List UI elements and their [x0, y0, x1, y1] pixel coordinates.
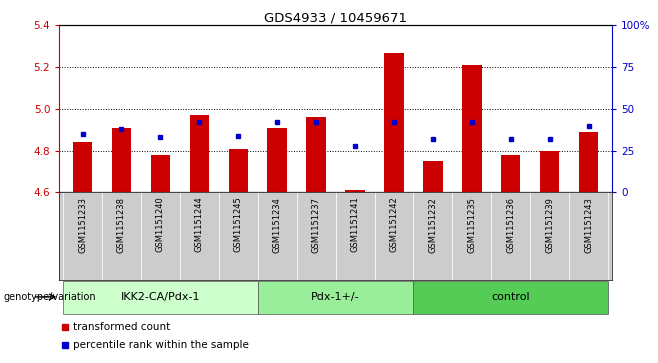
- Bar: [540, 151, 559, 192]
- Text: GSM1151240: GSM1151240: [156, 197, 165, 253]
- Bar: [112, 128, 131, 192]
- Bar: [492, 192, 530, 280]
- Text: percentile rank within the sample: percentile rank within the sample: [73, 339, 249, 350]
- Text: GSM1151239: GSM1151239: [545, 197, 554, 253]
- Text: GSM1151238: GSM1151238: [117, 197, 126, 253]
- FancyBboxPatch shape: [63, 281, 258, 314]
- Bar: [336, 192, 374, 280]
- Bar: [384, 53, 404, 192]
- Bar: [579, 132, 598, 192]
- Bar: [102, 192, 141, 280]
- Bar: [413, 192, 452, 280]
- Bar: [73, 142, 92, 192]
- Text: GSM1151233: GSM1151233: [78, 197, 87, 253]
- Bar: [258, 192, 297, 280]
- Bar: [228, 148, 248, 192]
- Bar: [63, 192, 102, 280]
- Bar: [345, 190, 365, 192]
- Bar: [462, 65, 482, 192]
- Text: IKK2-CA/Pdx-1: IKK2-CA/Pdx-1: [120, 292, 200, 302]
- Text: GSM1151232: GSM1151232: [428, 197, 438, 253]
- Text: control: control: [492, 292, 530, 302]
- Text: GSM1151234: GSM1151234: [272, 197, 282, 253]
- Bar: [501, 155, 520, 192]
- Text: GSM1151237: GSM1151237: [312, 197, 320, 253]
- Bar: [141, 192, 180, 280]
- Title: GDS4933 / 10459671: GDS4933 / 10459671: [264, 11, 407, 24]
- Text: GSM1151245: GSM1151245: [234, 197, 243, 253]
- Bar: [297, 192, 336, 280]
- Text: GSM1151241: GSM1151241: [351, 197, 359, 253]
- Text: GSM1151244: GSM1151244: [195, 197, 204, 253]
- FancyBboxPatch shape: [413, 281, 608, 314]
- Text: GSM1151243: GSM1151243: [584, 197, 593, 253]
- Bar: [219, 192, 258, 280]
- Bar: [530, 192, 569, 280]
- Bar: [307, 117, 326, 192]
- Text: genotype/variation: genotype/variation: [3, 292, 96, 302]
- Bar: [452, 192, 492, 280]
- Bar: [423, 161, 443, 192]
- Text: transformed count: transformed count: [73, 322, 170, 332]
- Bar: [151, 155, 170, 192]
- Text: GSM1151242: GSM1151242: [390, 197, 399, 253]
- Bar: [267, 128, 287, 192]
- Bar: [374, 192, 413, 280]
- Text: GSM1151235: GSM1151235: [467, 197, 476, 253]
- Bar: [180, 192, 219, 280]
- Text: Pdx-1+/-: Pdx-1+/-: [311, 292, 360, 302]
- FancyBboxPatch shape: [258, 281, 413, 314]
- Text: GSM1151236: GSM1151236: [506, 197, 515, 253]
- Bar: [569, 192, 608, 280]
- Bar: [190, 115, 209, 192]
